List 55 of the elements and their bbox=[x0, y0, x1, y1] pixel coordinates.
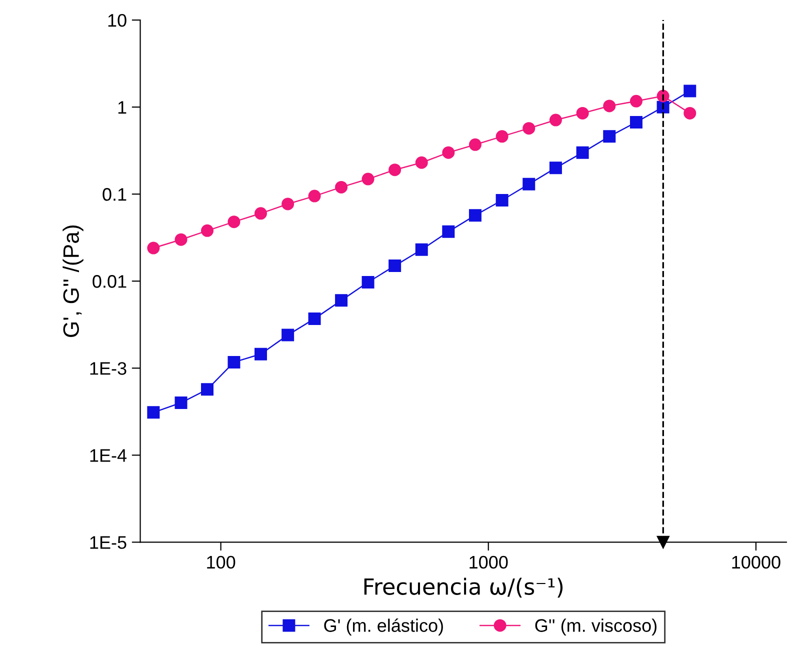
point bbox=[684, 84, 696, 98]
point bbox=[201, 383, 214, 396]
point bbox=[228, 216, 240, 228]
y-tick-label: 0.01 bbox=[92, 275, 126, 288]
point bbox=[335, 294, 348, 307]
x-tick-label: 1000 bbox=[470, 556, 508, 569]
point bbox=[282, 198, 294, 210]
point bbox=[630, 116, 642, 128]
point bbox=[147, 406, 160, 419]
y-tick-label: 10 bbox=[108, 14, 126, 27]
point bbox=[415, 243, 428, 256]
point bbox=[201, 224, 214, 237]
point bbox=[415, 156, 428, 169]
point bbox=[522, 122, 536, 135]
y-tick-label: 1 bbox=[118, 101, 126, 114]
point bbox=[388, 260, 402, 272]
y-tick-label: 1E-4 bbox=[90, 449, 127, 462]
x-axis-title: Frecuencia ω/(s⁻¹) bbox=[364, 578, 563, 598]
point bbox=[496, 194, 508, 206]
point bbox=[603, 100, 616, 112]
point bbox=[442, 225, 455, 238]
point bbox=[228, 356, 240, 368]
point bbox=[254, 348, 267, 360]
point bbox=[147, 242, 160, 254]
legend-label: G'' (m. viscoso) bbox=[535, 618, 656, 636]
point bbox=[174, 396, 188, 410]
point bbox=[442, 146, 455, 159]
point bbox=[282, 328, 294, 342]
point bbox=[549, 114, 562, 126]
point bbox=[630, 94, 642, 108]
point bbox=[254, 207, 267, 220]
point bbox=[549, 162, 562, 174]
y-tick-label: 1E-3 bbox=[90, 362, 126, 375]
point bbox=[468, 138, 482, 151]
point bbox=[174, 233, 188, 246]
point bbox=[522, 178, 536, 190]
point bbox=[603, 130, 616, 143]
legend-label: G' (m. elástico) bbox=[324, 618, 443, 636]
point bbox=[576, 106, 589, 120]
point bbox=[362, 276, 374, 289]
point bbox=[468, 209, 482, 222]
y-axis-title: G', G'' /(Pa) bbox=[62, 226, 84, 337]
point bbox=[335, 180, 348, 194]
point bbox=[308, 190, 321, 202]
point bbox=[656, 100, 670, 114]
point bbox=[684, 106, 696, 120]
point bbox=[388, 164, 402, 176]
y-tick-label: 0.1 bbox=[102, 188, 126, 201]
point bbox=[576, 146, 589, 159]
x-tick-label: 10000 bbox=[732, 556, 780, 569]
x-tick-label: 100 bbox=[207, 556, 236, 569]
point bbox=[362, 172, 374, 186]
point bbox=[496, 130, 508, 143]
y-tick-label: 1E-5 bbox=[90, 536, 126, 549]
point bbox=[308, 312, 321, 325]
